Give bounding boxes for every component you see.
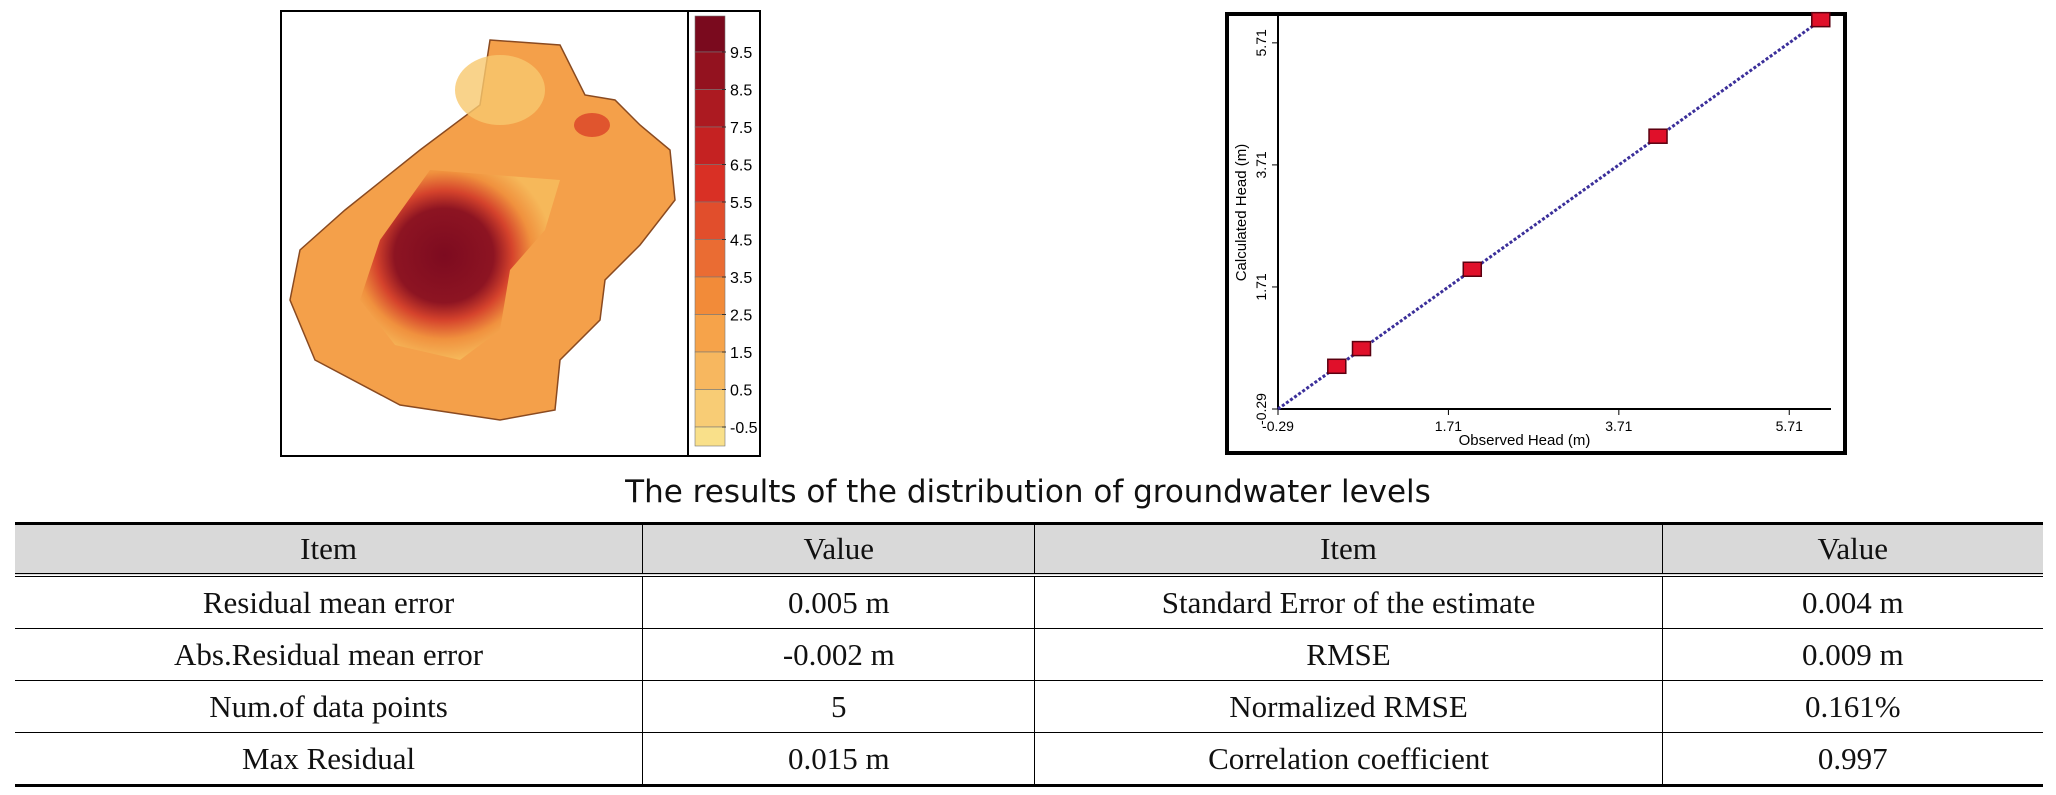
header-cell: Item (15, 523, 643, 577)
header-cell: Value (1661, 523, 2043, 577)
x-tick-label: 1.71 (1435, 418, 1462, 434)
data-point (1648, 128, 1668, 144)
map-low-zone (455, 55, 545, 125)
table-row: Abs.Residual mean error -0.002 m RMSE 0.009… (15, 628, 2043, 681)
colorbar-label: 1.5 (730, 345, 752, 362)
colorbar-band (694, 164, 726, 203)
x-axis-title: Observed Head (m) (1459, 432, 1591, 449)
table-cell: 0.005 m (642, 575, 1035, 629)
colorbar-label: 7.5 (730, 120, 752, 137)
colorbar-label: 5.5 (730, 195, 752, 212)
colorbar-label: 2.5 (730, 308, 752, 325)
map-local-peak (574, 113, 610, 137)
table-cell: -0.002 m (642, 628, 1035, 681)
table-row: Residual mean error 0.005 m Standard Error… (15, 575, 2043, 629)
table-cell: 0.997 (1661, 732, 2043, 786)
table-cell: 0.015 m (642, 732, 1035, 786)
table-cell: Num.of data points (15, 680, 643, 733)
table-row: Num.of data points 5 Normalized RMSE 0.161% (15, 680, 2043, 733)
x-tick-label: 3.71 (1605, 418, 1632, 434)
colorbar-band (694, 351, 726, 390)
x-tick-label: -0.29 (1262, 418, 1294, 434)
table-cell: 0.161% (1661, 680, 2043, 733)
table-cell: RMSE (1034, 628, 1663, 681)
colorbar-band (694, 276, 726, 315)
data-point (1462, 261, 1483, 278)
y-axis-title: Calculated Head (m) (1233, 144, 1250, 282)
colorbar-band (694, 201, 726, 240)
y-tick-label: 3.71 (1253, 151, 1269, 178)
table-cell: Abs.Residual mean error (15, 628, 643, 681)
data-point (1811, 11, 1831, 28)
table-cell: Normalized RMSE (1034, 680, 1663, 733)
colorbar: 9.5 8.5 7.5 6.5 5.5 4.5 3.5 2.5 1.5 0.5 -0.5 (694, 15, 758, 447)
y-tick-label: -0.29 (1253, 393, 1269, 425)
table-cell: Correlation coefficient (1034, 732, 1663, 786)
results-table: Item Value Item Value Residual mean error 0.… (15, 522, 2043, 787)
x-tick-label: 5.71 (1776, 418, 1803, 434)
colorbar-band (694, 15, 726, 53)
colorbar-label: 9.5 (730, 45, 752, 62)
table-cell: Standard Error of the estimate (1034, 575, 1663, 629)
colorbar-label: -0.5 (730, 420, 758, 437)
scatter-frame (1225, 12, 1847, 455)
colorbar-label: 6.5 (730, 158, 752, 175)
table-cell: Residual mean error (15, 575, 643, 629)
table-cell: 5 (642, 680, 1035, 733)
header-row: Item Value Item Value (15, 523, 2043, 577)
colorbar-label: 0.5 (730, 383, 752, 400)
colorbar-band (694, 51, 726, 90)
table-cell: 0.004 m (1661, 575, 2043, 629)
colorbar-band (694, 89, 726, 128)
colorbar-label: 4.5 (730, 233, 752, 250)
colorbar-band (694, 389, 726, 428)
data-point (1351, 340, 1372, 357)
colorbar-band (694, 426, 726, 447)
table-body: Residual mean error 0.005 m Standard Error… (15, 575, 2043, 786)
header-cell: Value (642, 523, 1035, 577)
colorbar-band (694, 239, 726, 278)
table-cell: Max Residual (15, 732, 643, 786)
y-tick-label: 1.71 (1253, 273, 1269, 300)
caption: The results of the distribution of groun… (625, 474, 1431, 510)
figures: 9.5 8.5 7.5 6.5 5.5 4.5 3.5 2.5 1.5 0.5 -0.5 -0.29… (280, 10, 1847, 457)
colorbar-band (694, 314, 726, 353)
colorbar-label: 8.5 (730, 83, 752, 100)
colorbar-label: 3.5 (730, 270, 752, 287)
scatter-chart: -0.29 1.71 3.71 5.71 -0.29 1.71 3.71 5.71 Observ… (1233, 11, 1831, 449)
header-cell: Item (1034, 523, 1663, 577)
table-row: Max Residual 0.015 m Correlation coefficie… (15, 732, 2043, 786)
colorbar-band (694, 126, 726, 165)
data-point (1327, 358, 1347, 375)
table-cell: 0.009 m (1661, 628, 2043, 681)
map-high-zone (360, 170, 560, 360)
y-tick-label: 5.71 (1253, 29, 1269, 56)
